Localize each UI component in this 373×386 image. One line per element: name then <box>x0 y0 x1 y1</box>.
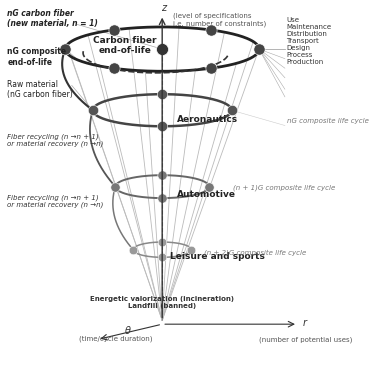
Point <box>256 46 262 52</box>
Point <box>159 91 165 97</box>
Text: nG composite life cycle: nG composite life cycle <box>286 118 369 124</box>
Point <box>62 46 68 52</box>
Text: Fiber recycling (n →n + 1)
or material recovery (n →n): Fiber recycling (n →n + 1) or material r… <box>7 194 104 208</box>
Text: r: r <box>303 318 307 328</box>
Point <box>112 184 118 190</box>
Point <box>159 123 165 129</box>
Text: (level of specifications
i.e. number of constraints): (level of specifications i.e. number of … <box>173 13 267 27</box>
Text: nG carbon fiber
(new material, n = 1): nG carbon fiber (new material, n = 1) <box>7 9 98 29</box>
Point <box>208 65 214 71</box>
Point <box>159 195 165 201</box>
Point <box>229 107 235 113</box>
Point <box>159 254 165 261</box>
Text: θ: θ <box>125 326 131 336</box>
Point <box>206 184 212 190</box>
Text: Automotive: Automotive <box>177 190 236 199</box>
Text: (n + 1)G composite life cycle: (n + 1)G composite life cycle <box>233 185 335 191</box>
Point <box>159 239 165 245</box>
Point <box>111 27 117 33</box>
Text: Use
Maintenance
Distribution
Transport
Design
Process
Production: Use Maintenance Distribution Transport D… <box>286 17 332 64</box>
Text: z: z <box>161 3 166 13</box>
Text: (n + 2)G composite life cycle: (n + 2)G composite life cycle <box>204 250 307 256</box>
Text: Fiber recycling (n →n + 1)
or material recovery (n →n): Fiber recycling (n →n + 1) or material r… <box>7 133 104 147</box>
Text: nG composite
end-of-life: nG composite end-of-life <box>7 47 66 67</box>
Point <box>130 247 136 253</box>
Text: (number of potential uses): (number of potential uses) <box>259 337 352 343</box>
Point <box>111 65 117 71</box>
Point <box>159 172 165 178</box>
Text: Aeronautics: Aeronautics <box>177 115 238 124</box>
Point <box>159 46 165 52</box>
Text: (time/cycle duration): (time/cycle duration) <box>79 336 152 342</box>
Point <box>188 247 194 253</box>
Text: Leisure and sports: Leisure and sports <box>170 252 265 261</box>
Text: Carbon fiber
end-of-life: Carbon fiber end-of-life <box>93 36 157 55</box>
Point <box>208 27 214 33</box>
Text: Energetic valorization (incineration)
Landfill (banned): Energetic valorization (incineration) La… <box>90 296 234 308</box>
Point <box>90 107 96 113</box>
Text: Raw material
(nG carbon fiber): Raw material (nG carbon fiber) <box>7 80 73 99</box>
